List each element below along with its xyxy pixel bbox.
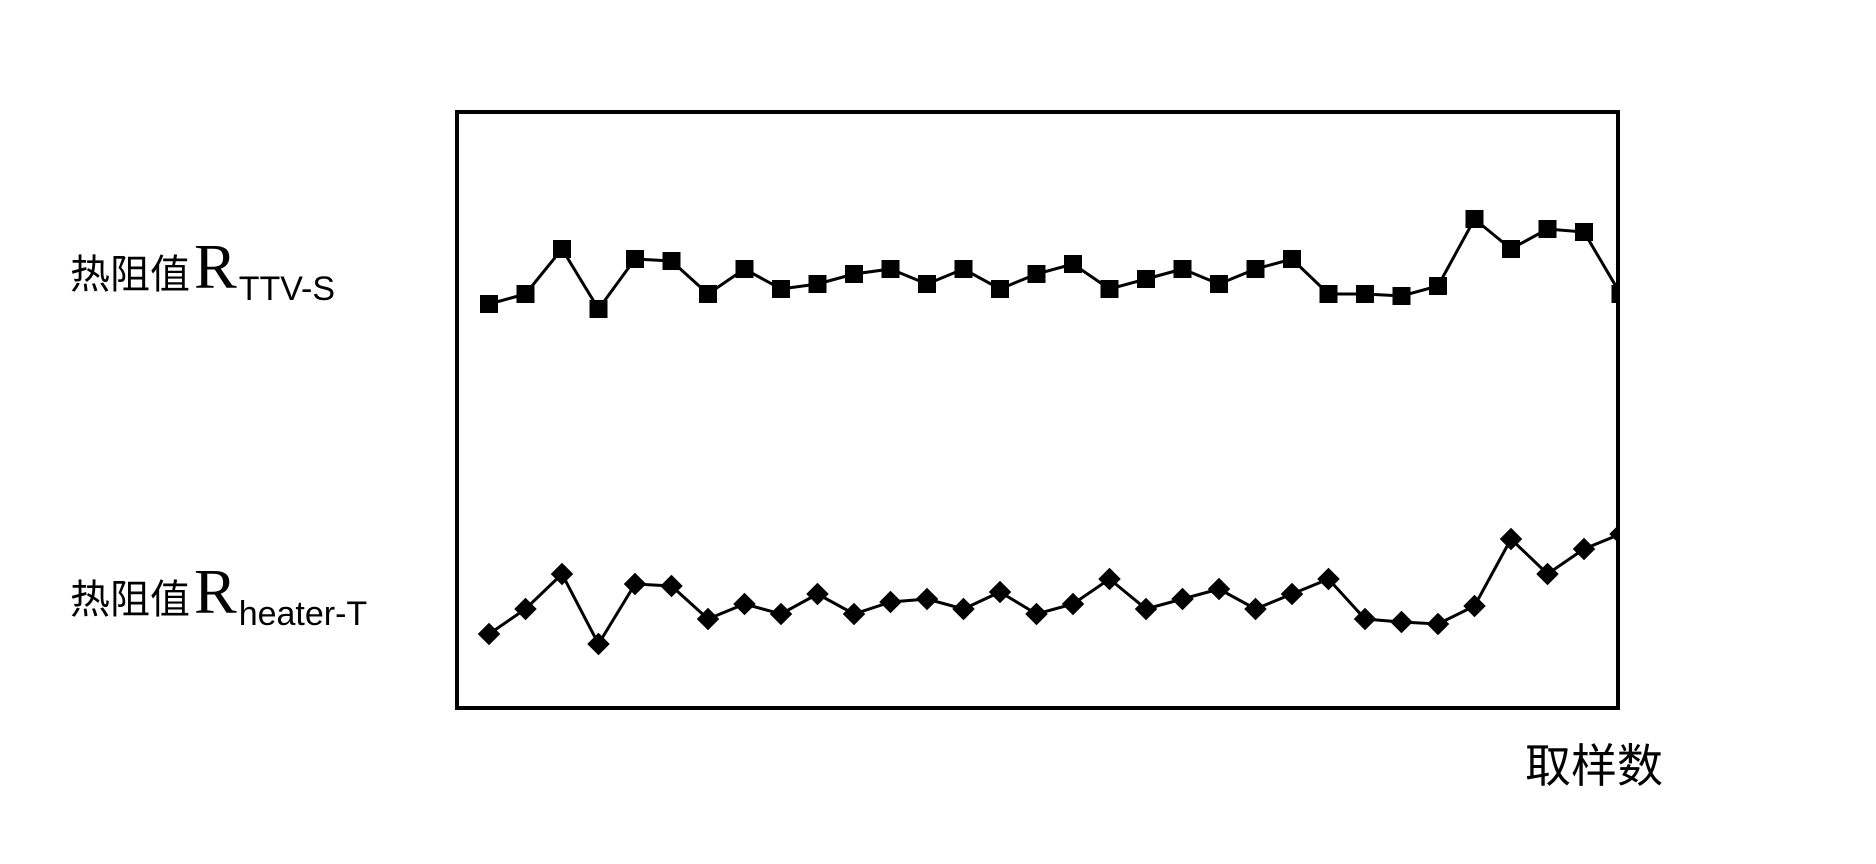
chart-plot-area [455, 110, 1620, 710]
series2-label-cn: 热阻值 [70, 567, 190, 625]
series1-label: 热阻值 R TTV-S [70, 235, 335, 300]
series1-label-sub: TTV-S [239, 270, 335, 309]
series2-label-sub: heater-T [239, 595, 368, 634]
series1-label-cn: 热阻值 [70, 242, 190, 300]
chart-svg [459, 114, 1616, 706]
series2-label-r: R [194, 560, 237, 624]
series2-label: 热阻值 R heater-T [70, 560, 367, 625]
series1-label-r: R [194, 235, 237, 299]
x-axis-label: 取样数 [1525, 730, 1663, 796]
